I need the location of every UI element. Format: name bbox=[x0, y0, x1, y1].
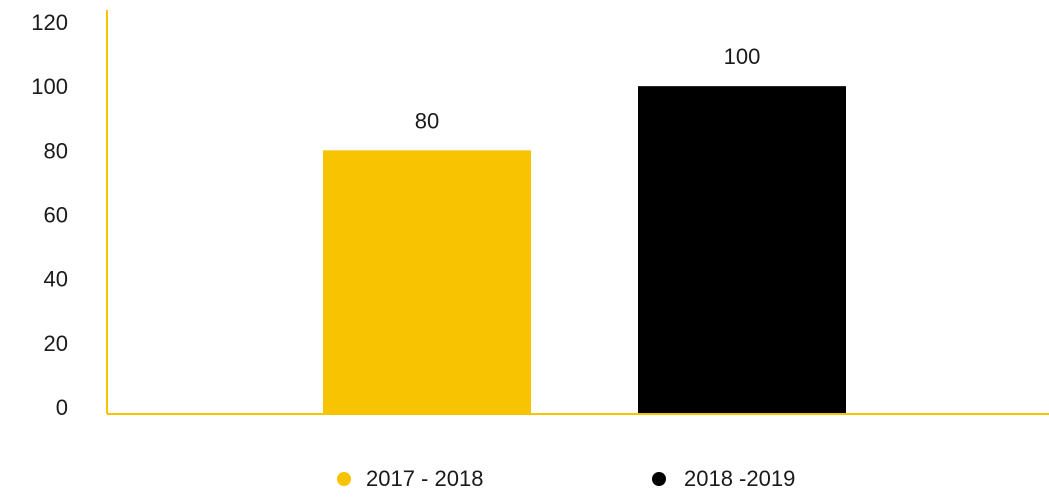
legend-label: 2017 - 2018 bbox=[366, 466, 483, 491]
legend-label: 2018 -2019 bbox=[684, 466, 795, 491]
y-tick-label: 40 bbox=[44, 267, 68, 292]
bars-group bbox=[323, 86, 846, 415]
y-tick-label: 0 bbox=[56, 395, 68, 420]
bar bbox=[638, 86, 846, 415]
bar-value-label: 100 bbox=[724, 44, 761, 69]
bar-value-label: 80 bbox=[415, 108, 439, 133]
legend-marker bbox=[337, 472, 351, 486]
y-tick-label: 20 bbox=[44, 331, 68, 356]
y-axis-tick-labels: 0 20 40 60 80 100 120 bbox=[31, 10, 68, 420]
legend: 2017 - 2018 2018 -2019 bbox=[337, 466, 795, 491]
data-labels-group: 80 100 bbox=[415, 44, 761, 133]
y-tick-label: 100 bbox=[31, 74, 68, 99]
y-tick-label: 120 bbox=[31, 10, 68, 35]
legend-item: 2017 - 2018 bbox=[337, 466, 483, 491]
bar bbox=[323, 150, 531, 415]
y-tick-label: 60 bbox=[44, 203, 68, 228]
y-tick-label: 80 bbox=[44, 138, 68, 163]
legend-item: 2018 -2019 bbox=[652, 466, 795, 491]
legend-marker bbox=[652, 472, 666, 486]
